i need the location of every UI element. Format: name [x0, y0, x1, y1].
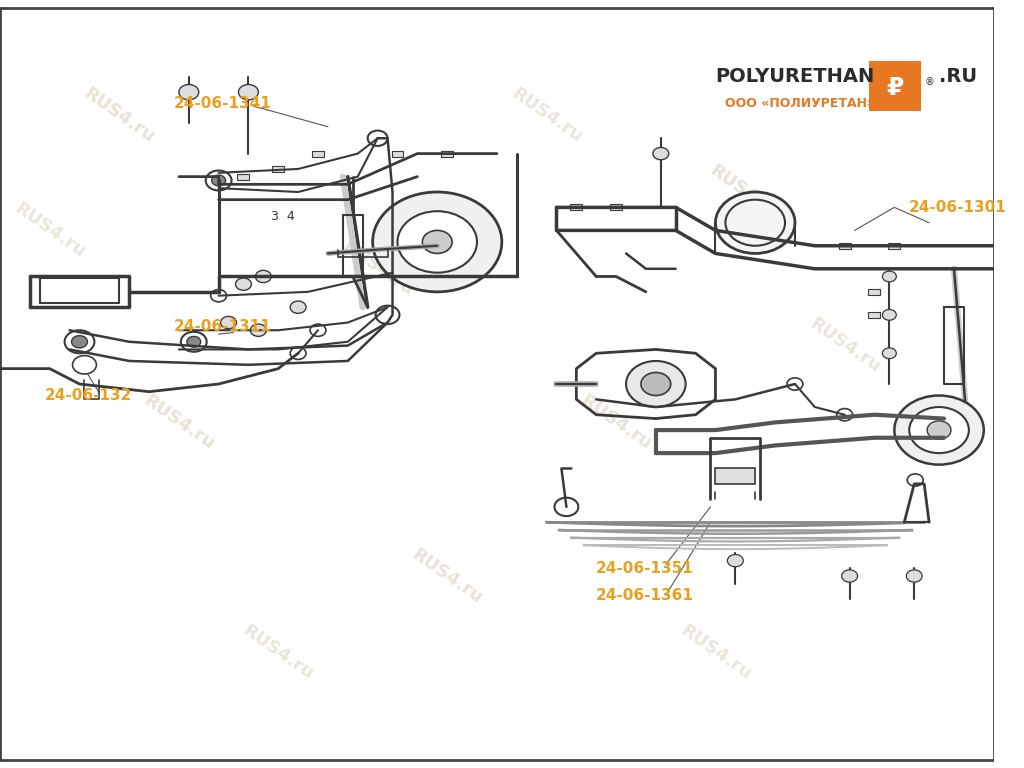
Circle shape: [883, 271, 896, 282]
Circle shape: [883, 310, 896, 320]
Circle shape: [837, 409, 853, 421]
Bar: [610, 204, 622, 210]
Circle shape: [906, 570, 923, 582]
Bar: [868, 312, 881, 318]
Circle shape: [641, 372, 671, 396]
Circle shape: [727, 554, 743, 567]
Circle shape: [236, 278, 252, 290]
Circle shape: [251, 324, 266, 336]
Circle shape: [181, 332, 207, 352]
Text: 24-06-1351: 24-06-1351: [596, 561, 694, 576]
Circle shape: [72, 336, 87, 348]
Text: ₽: ₽: [887, 76, 904, 101]
Text: 24-06-1301: 24-06-1301: [909, 200, 1007, 215]
Circle shape: [239, 84, 258, 100]
FancyBboxPatch shape: [869, 61, 922, 111]
Text: RUS4.ru: RUS4.ru: [11, 200, 88, 261]
Bar: [312, 151, 324, 157]
Text: RUS4.ru: RUS4.ru: [508, 84, 586, 146]
Circle shape: [73, 356, 96, 374]
Text: RUS4.ru: RUS4.ru: [707, 161, 784, 223]
Text: POLYURETHAN: POLYURETHAN: [716, 68, 874, 86]
Bar: [839, 243, 851, 249]
Circle shape: [376, 306, 399, 324]
Text: RUS4.ru: RUS4.ru: [578, 392, 655, 453]
Circle shape: [186, 336, 201, 347]
Circle shape: [626, 361, 686, 407]
Circle shape: [554, 498, 579, 516]
Circle shape: [220, 316, 237, 329]
Text: ООО «ПОЛИУРEТАН»: ООО «ПОЛИУРEТАН»: [725, 98, 876, 110]
Bar: [889, 243, 900, 249]
Text: 3  4: 3 4: [271, 210, 295, 223]
Text: .RU: .RU: [939, 68, 977, 86]
Circle shape: [290, 347, 306, 359]
Circle shape: [397, 211, 477, 273]
Circle shape: [927, 421, 951, 439]
Circle shape: [310, 324, 326, 336]
Bar: [238, 174, 250, 180]
Circle shape: [65, 330, 94, 353]
Circle shape: [211, 290, 226, 302]
Circle shape: [212, 175, 225, 186]
Circle shape: [894, 396, 984, 465]
Circle shape: [653, 147, 669, 160]
Bar: [391, 151, 403, 157]
Circle shape: [907, 474, 924, 486]
Text: 24-06-1361: 24-06-1361: [596, 588, 694, 603]
Circle shape: [179, 84, 199, 100]
Text: RUS4.ru: RUS4.ru: [240, 622, 317, 684]
Circle shape: [368, 131, 387, 146]
Circle shape: [909, 407, 969, 453]
Text: 24-06-1311: 24-06-1311: [174, 319, 271, 334]
Bar: [868, 289, 881, 295]
Circle shape: [255, 270, 271, 283]
Text: RUS4.ru: RUS4.ru: [339, 238, 417, 300]
Circle shape: [422, 230, 453, 253]
Text: RUS4.ru: RUS4.ru: [677, 622, 755, 684]
Text: RUS4.ru: RUS4.ru: [140, 392, 218, 453]
Text: RUS4.ru: RUS4.ru: [81, 84, 158, 146]
Bar: [441, 151, 454, 157]
Circle shape: [787, 378, 803, 390]
Text: RUS4.ru: RUS4.ru: [806, 315, 884, 376]
Text: RUS4.ru: RUS4.ru: [409, 545, 486, 607]
Bar: [716, 468, 756, 484]
Circle shape: [716, 192, 795, 253]
Circle shape: [883, 348, 896, 359]
Circle shape: [206, 170, 231, 190]
Circle shape: [373, 192, 502, 292]
Text: 24-06-1341: 24-06-1341: [174, 96, 271, 111]
Circle shape: [842, 570, 857, 582]
Circle shape: [290, 301, 306, 313]
Text: 24-06-132: 24-06-132: [45, 388, 132, 403]
Bar: [570, 204, 583, 210]
Bar: [272, 166, 285, 172]
Text: ®: ®: [924, 77, 934, 87]
